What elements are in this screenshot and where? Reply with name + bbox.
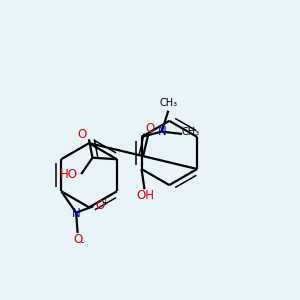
Text: CH₃: CH₃ [182,127,200,137]
Text: CH₃: CH₃ [159,98,177,108]
Text: +: + [101,197,108,206]
Text: O: O [73,233,83,246]
Text: OH: OH [136,189,154,202]
Text: HO: HO [60,168,78,181]
Text: N: N [158,125,167,138]
Text: O: O [78,128,87,141]
Text: O: O [95,199,104,212]
Text: N: N [72,207,81,220]
Text: -: - [80,238,83,247]
Text: O: O [145,122,154,135]
